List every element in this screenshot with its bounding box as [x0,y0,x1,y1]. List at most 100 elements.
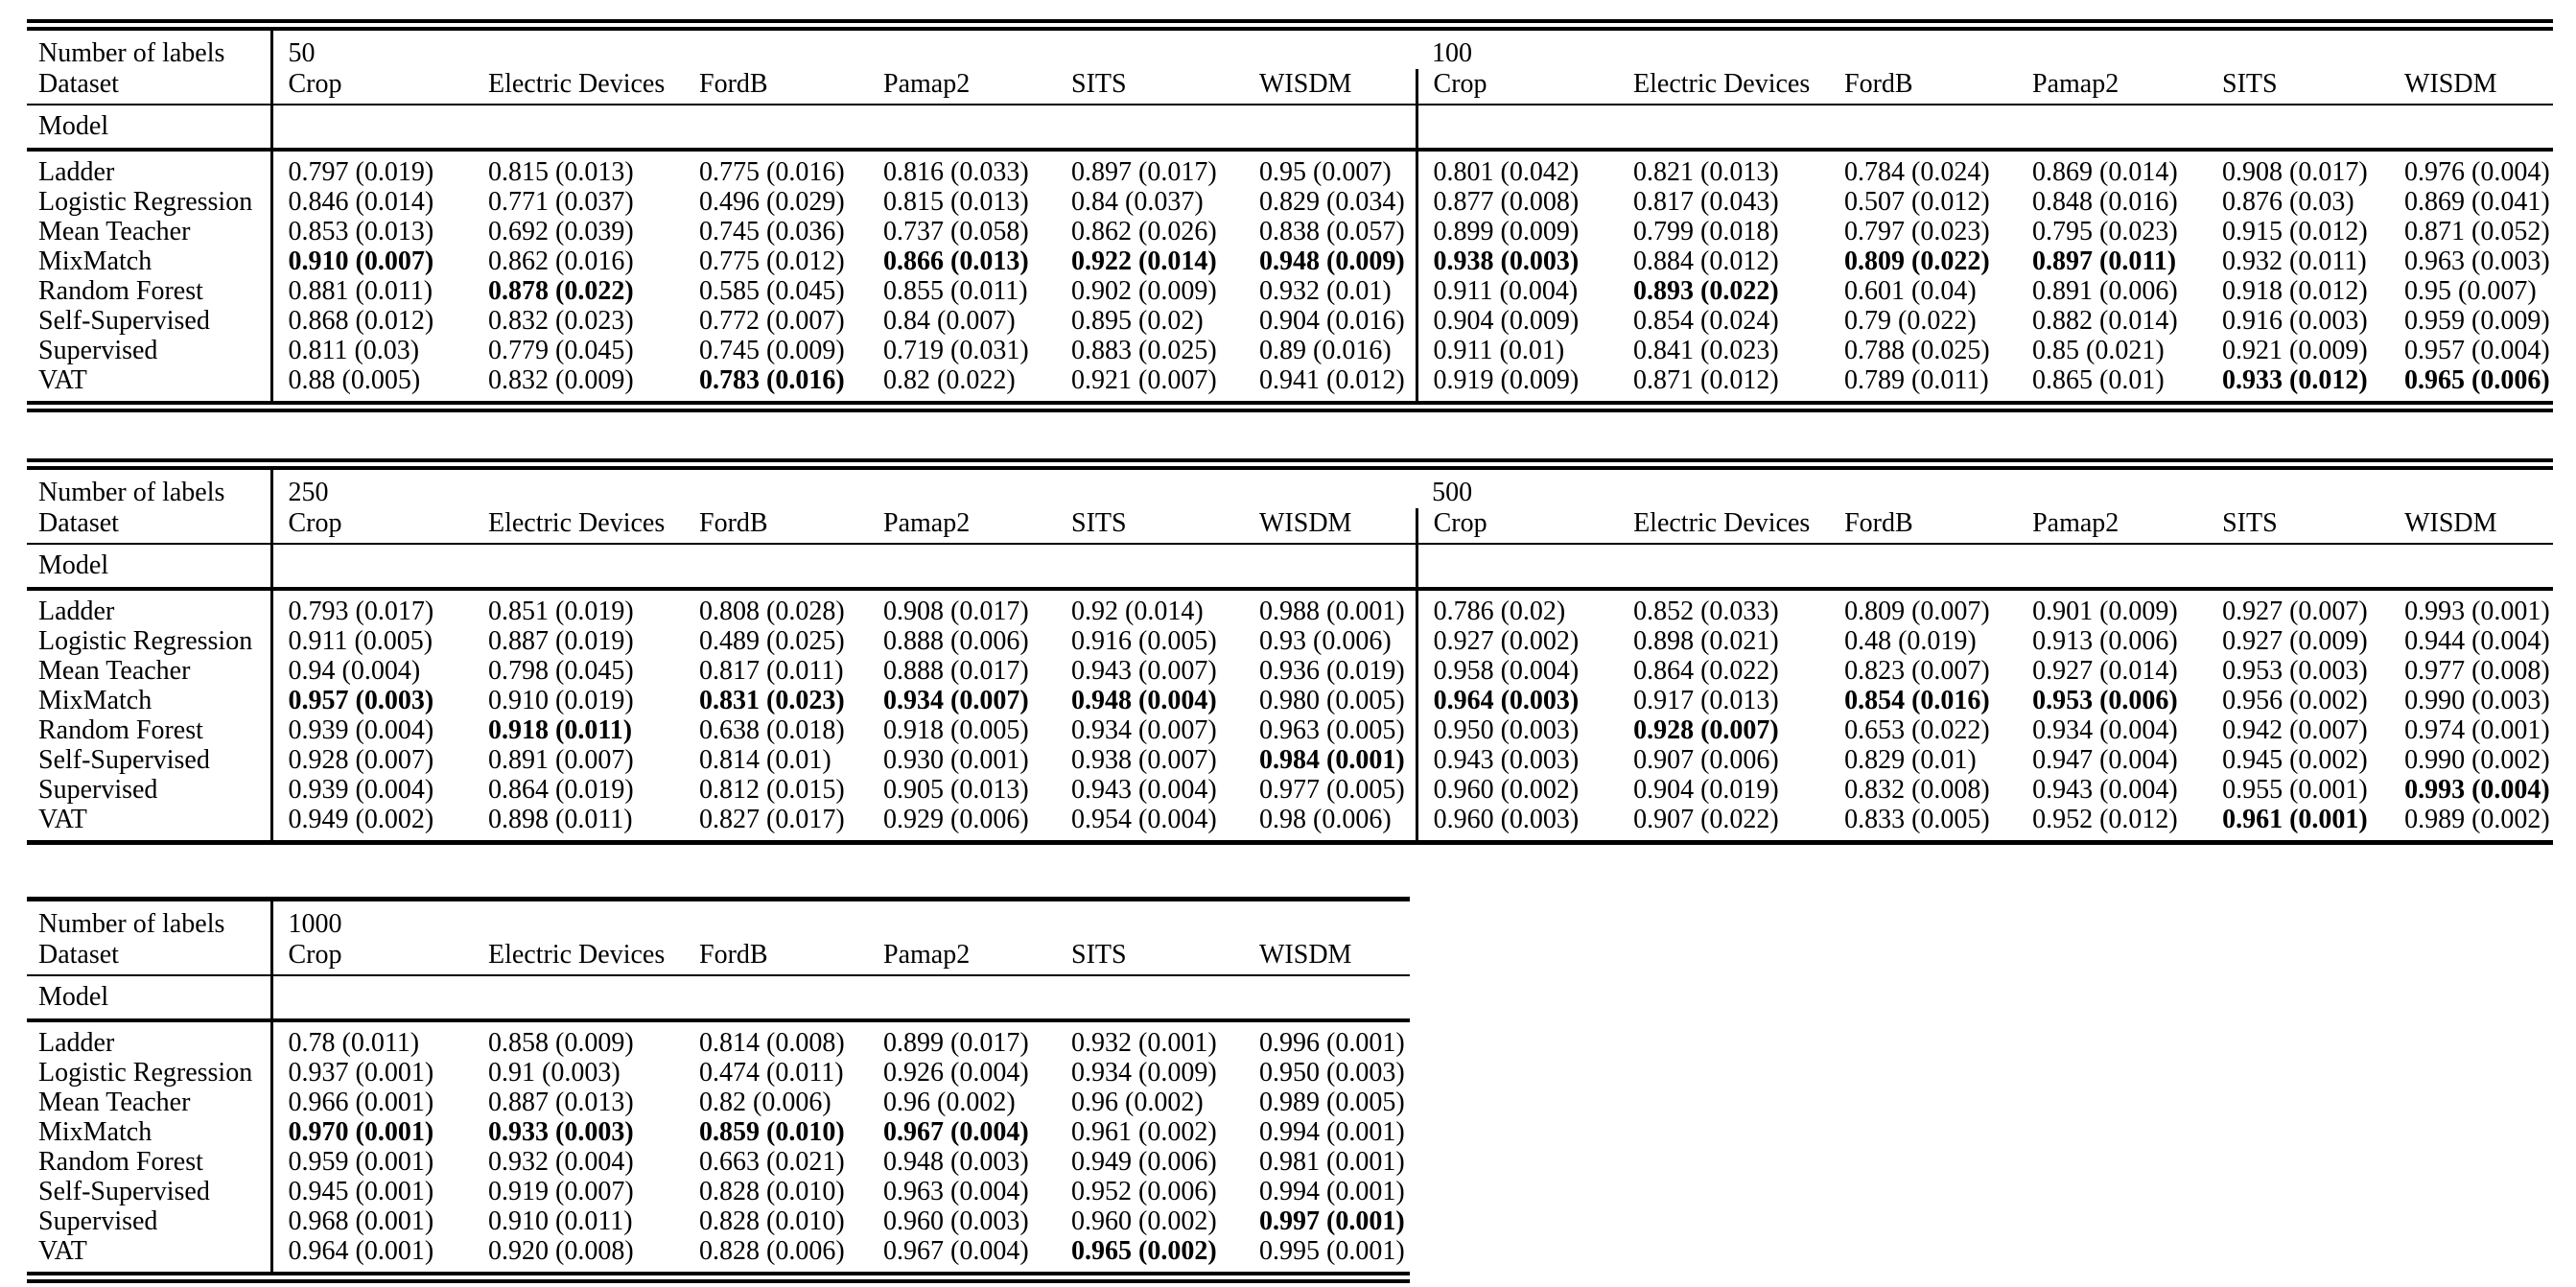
value-cell: 0.996 (0.001) [1259,1028,1405,1058]
table-row: MixMatch 0.910 (0.007) 0.862 (0.016) 0.775 … [27,246,2553,276]
model-row-label: Self-Supervised [38,1177,210,1206]
dataset-column-header: Electric Devices [473,508,684,545]
num-labels-value: 500 [1432,478,1473,507]
value-cell: 0.948 (0.009) [1259,246,1405,276]
dataset-column-header: Pamap2 [2017,69,2208,105]
value-cell: 0.963 (0.003) [2404,246,2550,276]
value-cell: 0.852 (0.033) [1633,597,1779,626]
dataset-label: Dataset [27,940,271,976]
value-cell: 0.950 (0.003) [1259,1058,1405,1088]
value-cell: 0.815 (0.013) [488,157,634,187]
dataset-column-header: WISDM [1244,69,1417,105]
dataset-column-header: FordB [1829,508,2018,545]
value-cell: 0.932 (0.011) [2222,246,2367,276]
table-row: Supervised 0.968 (0.001) 0.910 (0.011) 0.82… [27,1206,1410,1236]
table-row: Mean Teacher 0.966 (0.001) 0.887 (0.013) 0.… [27,1088,1410,1117]
value-cell: 0.917 (0.013) [1633,686,1779,715]
value-cell: 0.92 (0.014) [1071,597,1204,626]
value-cell: 0.797 (0.023) [1844,217,1990,246]
value-cell: 0.961 (0.002) [1071,1117,1217,1147]
value-cell: 0.961 (0.001) [2222,805,2368,834]
model-row-label: Mean Teacher [38,217,191,246]
model-row-spacer [269,544,1417,591]
value-cell: 0.832 (0.009) [488,365,634,395]
value-cell: 0.887 (0.019) [488,626,634,656]
value-cell: 0.913 (0.006) [2032,626,2178,656]
value-cell: 0.966 (0.001) [269,1088,473,1117]
dataset-column-header: SITS [1056,940,1244,976]
model-row-label: Random Forest [38,1147,203,1177]
dataset-column-header: Electric Devices [473,69,684,105]
value-cell: 0.98 (0.006) [1259,805,1392,834]
value-cell: 0.938 (0.007) [1071,745,1217,775]
value-cell: 0.927 (0.014) [2032,656,2178,686]
value-cell: 0.933 (0.012) [2222,365,2368,395]
value-cell: 0.692 (0.039) [488,217,634,246]
value-cell: 0.798 (0.045) [488,656,634,686]
value-cell: 0.965 (0.006) [2404,365,2550,395]
value-cell: 0.883 (0.025) [1071,336,1217,365]
value-cell: 0.866 (0.013) [883,246,1029,276]
value-cell: 0.841 (0.023) [1633,336,1779,365]
model-label: Model [27,975,271,1022]
model-row-label: Logistic Regression [38,187,253,217]
value-cell: 0.993 (0.001) [2404,597,2550,626]
number-of-labels-label: Number of labels [38,909,225,939]
value-cell: 0.868 (0.012) [269,306,473,336]
value-cell: 0.862 (0.026) [1071,217,1217,246]
value-cell: 0.869 (0.041) [2404,187,2550,217]
table-row: Logistic Regression 0.937 (0.001) 0.91 (0.… [27,1058,1410,1088]
value-cell: 0.934 (0.004) [2032,715,2178,745]
value-cell: 0.907 (0.022) [1633,805,1779,834]
model-row-label: VAT [38,365,87,395]
model-row-label: VAT [38,1236,87,1266]
dataset-column-header: WISDM [2389,69,2554,105]
value-cell: 0.884 (0.012) [1633,246,1779,276]
value-cell: 0.745 (0.009) [699,336,845,365]
value-cell: 0.927 (0.002) [1415,626,1619,656]
value-cell: 0.808 (0.028) [699,597,845,626]
value-cell: 0.88 (0.005) [269,365,473,407]
value-cell: 0.904 (0.019) [1633,775,1779,805]
value-cell: 0.827 (0.017) [699,805,845,834]
table-row: Supervised 0.939 (0.004) 0.864 (0.019) 0.81… [27,775,2553,805]
value-cell: 0.941 (0.012) [1259,365,1405,395]
value-cell: 0.859 (0.010) [699,1117,845,1147]
results-table-1000: Number of labels 1000 Dataset Crop Electric … [27,897,1410,1283]
dataset-column-header: WISDM [2389,508,2554,545]
table-row: Random Forest 0.939 (0.004) 0.918 (0.011) 0… [27,715,2553,745]
table-row: Mean Teacher 0.94 (0.004) 0.798 (0.045) 0.8… [27,656,2553,686]
table-row: Ladder 0.78 (0.011) 0.858 (0.009) 0.814 (0.… [27,1020,1410,1058]
value-cell: 0.960 (0.003) [1415,805,1619,843]
value-cell: 0.79 (0.022) [1844,306,1977,336]
value-cell: 0.854 (0.016) [1844,686,1990,715]
value-cell: 0.943 (0.003) [1415,745,1619,775]
table-row: MixMatch 0.970 (0.001) 0.933 (0.003) 0.859 … [27,1117,1410,1147]
value-cell: 0.601 (0.04) [1844,276,1977,306]
value-cell: 0.960 (0.003) [883,1206,1029,1236]
dataset-column-header: Pamap2 [868,508,1056,545]
value-cell: 0.918 (0.012) [2222,276,2368,306]
value-cell: 0.911 (0.01) [1415,336,1619,365]
dataset-label: Dataset [27,508,271,545]
value-cell: 0.878 (0.022) [488,276,634,306]
value-cell: 0.960 (0.002) [1071,1206,1217,1236]
dataset-column-header: Pamap2 [868,940,1056,976]
value-cell: 0.981 (0.001) [1259,1147,1405,1177]
dataset-column-header: WISDM [1244,940,1410,976]
num-labels-value: 100 [1432,38,1473,68]
value-cell: 0.898 (0.021) [1633,626,1779,656]
table-row: Mean Teacher 0.853 (0.013) 0.692 (0.039) 0.… [27,217,2553,246]
value-cell: 0.920 (0.008) [488,1236,634,1266]
table-row: VAT 0.88 (0.005) 0.832 (0.009) 0.783 (0.016… [27,365,2553,407]
value-cell: 0.864 (0.022) [1633,656,1779,686]
value-cell: 0.719 (0.031) [883,336,1029,365]
value-cell: 0.963 (0.004) [883,1177,1029,1206]
value-cell: 0.862 (0.016) [488,246,634,276]
value-cell: 0.918 (0.005) [883,715,1029,745]
value-cell: 0.828 (0.010) [699,1177,845,1206]
num-labels-value: 250 [269,464,1417,508]
value-cell: 0.771 (0.037) [488,187,634,217]
value-cell: 0.848 (0.016) [2032,187,2178,217]
dataset-column-header: SITS [2207,69,2390,105]
